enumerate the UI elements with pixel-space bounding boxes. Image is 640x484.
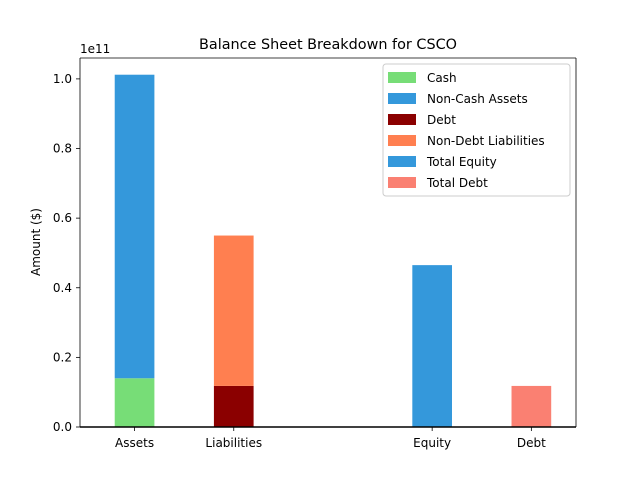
y-tick-label: 0.0 [53,420,72,434]
x-tick-label-debt: Debt [517,436,546,450]
legend-label-debt: Debt [427,113,456,127]
bar-debt [213,385,254,427]
legend-label-non-cash-assets: Non-Cash Assets [427,92,528,106]
legend-swatch-non-debt-liabilities [388,135,416,146]
legend-swatch-non-cash-assets [388,93,416,104]
legend-label-total-equity: Total Equity [426,155,497,169]
legend-label-non-debt-liabilities: Non-Debt Liabilities [427,134,545,148]
y-tick-label: 0.2 [53,350,72,364]
x-tick-label-liabilities: Liabilities [205,436,262,450]
bar-non-debt-liabilities [213,235,254,386]
bar-total-equity [412,265,452,427]
bar-cash [114,378,155,427]
legend: Cash Non-Cash Assets Debt Non-Debt Liabilit… [382,63,571,197]
y-axis-offset-label: 1e11 [80,42,110,56]
x-tick-label-assets: Assets [115,436,154,450]
legend-swatch-debt [388,114,416,125]
bar-total-debt [511,385,552,427]
chart-title: Balance Sheet Breakdown for CSCO [199,37,457,53]
legend-frame [382,63,571,197]
bar-non-cash-assets [114,74,155,379]
y-tick-label: 0.4 [53,281,72,295]
x-tick-label-equity: Equity [413,436,451,450]
axes-layer: 0.0 0.2 0.4 0.6 0.8 1.0 Assets Liabilities Equit… [53,57,577,450]
y-tick-label: 0.6 [53,211,72,225]
legend-swatch-total-equity [388,156,416,167]
y-axis-label: Amount ($) [29,208,43,276]
y-tick-label: 0.8 [53,142,72,156]
legend-label-cash: Cash [427,71,457,85]
bars-layer [114,74,552,427]
legend-swatch-cash [388,72,416,83]
y-tick-label: 1.0 [53,72,72,86]
legend-label-total-debt: Total Debt [426,176,488,190]
legend-swatch-total-debt [388,177,416,188]
